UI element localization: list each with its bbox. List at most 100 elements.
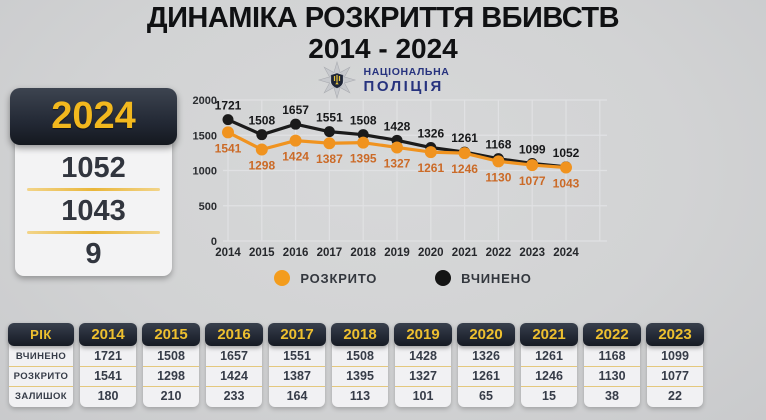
summary-year-header: 2024 [10,88,177,145]
cell-remainder: 113 [349,389,371,403]
svg-text:1043: 1043 [553,176,580,190]
row-label-remainder: ЗАЛИШОК [15,391,67,402]
table-year-column: 2021 1261 1246 15 [520,323,578,407]
police-badge-icon [317,60,356,100]
page-title-block: ДИНАМІКА РОЗКРИТТЯ ВБИВСТВ 2014 - 2024 [0,2,766,64]
page-subtitle: 2014 - 2024 [308,33,458,64]
police-logo-text: НАЦІОНАЛЬНА ПОЛІЦІЯ [364,66,450,95]
svg-text:2018: 2018 [350,247,376,259]
cell-committed: 1721 [80,347,136,367]
cell-remainder: 233 [223,389,245,403]
table-header-year: 2015 [142,323,200,346]
svg-text:2017: 2017 [317,247,343,259]
summary-card-2024: 2024 1052 1043 9 [10,88,177,276]
svg-text:2000: 2000 [193,95,217,107]
summary-remainder-value: 9 [85,238,102,270]
legend-dot-black-icon [435,270,452,286]
cell-solved: 1077 [647,367,703,387]
svg-text:0: 0 [211,236,217,248]
table-column-body: 1721 1541 180 [80,344,136,407]
cell-committed: 1428 [395,347,451,367]
legend-item-committed: ВЧИНЕНО [435,270,532,286]
svg-text:1099: 1099 [519,143,546,157]
table-header-year: 2017 [268,323,326,346]
svg-text:1721: 1721 [215,99,242,113]
table-header-year: 2020 [457,323,515,346]
cell-committed: 1657 [206,347,262,367]
svg-text:1657: 1657 [282,103,309,117]
svg-text:1387: 1387 [316,152,343,166]
chart-legend: РОЗКРИТО ВЧИНЕНО [183,270,623,286]
svg-text:1500: 1500 [193,130,217,142]
table-column-body: 1508 1298 210 [143,344,199,407]
svg-text:1000: 1000 [193,166,217,178]
cell-solved: 1387 [269,367,325,387]
cell-remainder: 101 [412,389,434,403]
table-year-column: 2020 1326 1261 65 [457,323,515,407]
cell-remainder: 15 [542,389,556,403]
cell-solved: 1130 [584,367,640,387]
svg-text:1395: 1395 [350,152,377,166]
summary-committed-value: 1052 [61,152,126,184]
svg-text:1077: 1077 [519,174,546,188]
table-label-column: РІК ВЧИНЕНО РОЗКРИТО ЗАЛИШОК [8,323,74,407]
cell-committed: 1508 [143,347,199,367]
table-header-year: 2016 [205,323,263,346]
svg-text:1424: 1424 [282,150,309,164]
legend-item-solved: РОЗКРИТО [274,270,377,286]
row-label-committed: ВЧИНЕНО [9,347,73,367]
svg-text:500: 500 [199,201,217,213]
cell-remainder: 38 [605,389,619,403]
cell-solved: 1395 [332,367,388,387]
cell-committed: 1326 [458,347,514,367]
cell-solved: 1541 [80,367,136,387]
table-year-column: 2023 1099 1077 22 [646,323,704,407]
svg-text:1551: 1551 [316,111,343,125]
summary-solved-value: 1043 [61,195,126,227]
svg-text:1130: 1130 [485,170,511,184]
svg-text:2024: 2024 [553,247,579,259]
table-year-column: 2017 1551 1387 164 [268,323,326,407]
cell-remainder: 180 [97,389,119,403]
table-column-body: ВЧИНЕНО РОЗКРИТО ЗАЛИШОК [9,344,73,407]
svg-text:1327: 1327 [384,156,411,170]
svg-text:2022: 2022 [486,247,512,259]
data-table: РІК ВЧИНЕНО РОЗКРИТО ЗАЛИШОК 2014 1721 1541 180… [8,323,704,407]
svg-text:1428: 1428 [384,119,411,133]
table-column-body: 1551 1387 164 [269,344,325,407]
line-chart: 0 500 1000 1500 2000 2014 2015 2016 2017 2018 2019… [193,95,607,259]
table-column-body: 1168 1130 38 [584,344,640,407]
cell-remainder: 65 [479,389,493,403]
legend-label-solved: РОЗКРИТО [300,270,378,286]
logo-text-line2: ПОЛІЦІЯ [363,77,444,95]
page-title: ДИНАМІКА РОЗКРИТТЯ ВБИВСТВ [146,2,620,34]
svg-text:1508: 1508 [350,114,377,128]
svg-text:2019: 2019 [384,247,410,259]
cell-committed: 1099 [647,347,703,367]
table-header-year: 2019 [394,323,452,346]
svg-text:2016: 2016 [283,247,309,259]
legend-label-committed: ВЧИНЕНО [461,270,532,286]
table-column-body: 1326 1261 65 [458,344,514,407]
table-header-year: 2023 [646,323,704,346]
svg-text:1052: 1052 [553,146,580,160]
police-logo: НАЦІОНАЛЬНА ПОЛІЦІЯ [0,60,766,100]
table-year-column: 2022 1168 1130 38 [583,323,641,407]
svg-text:2020: 2020 [418,247,444,259]
legend-dot-orange-icon [274,270,291,286]
cell-committed: 1261 [521,347,577,367]
svg-text:1246: 1246 [451,162,478,176]
table-column-body: 1261 1246 15 [521,344,577,407]
svg-text:1168: 1168 [485,138,511,152]
cell-solved: 1246 [521,367,577,387]
table-header-year: 2014 [79,323,137,346]
gold-divider [27,231,160,234]
table-column-body: 1657 1424 233 [206,344,262,407]
table-year-column: 2014 1721 1541 180 [79,323,137,407]
svg-text:2021: 2021 [452,247,478,259]
logo-text-line1: НАЦІОНАЛЬНА [363,65,450,78]
cell-committed: 1551 [269,347,325,367]
table-column-body: 1099 1077 22 [647,344,703,407]
svg-text:1261: 1261 [417,161,444,175]
